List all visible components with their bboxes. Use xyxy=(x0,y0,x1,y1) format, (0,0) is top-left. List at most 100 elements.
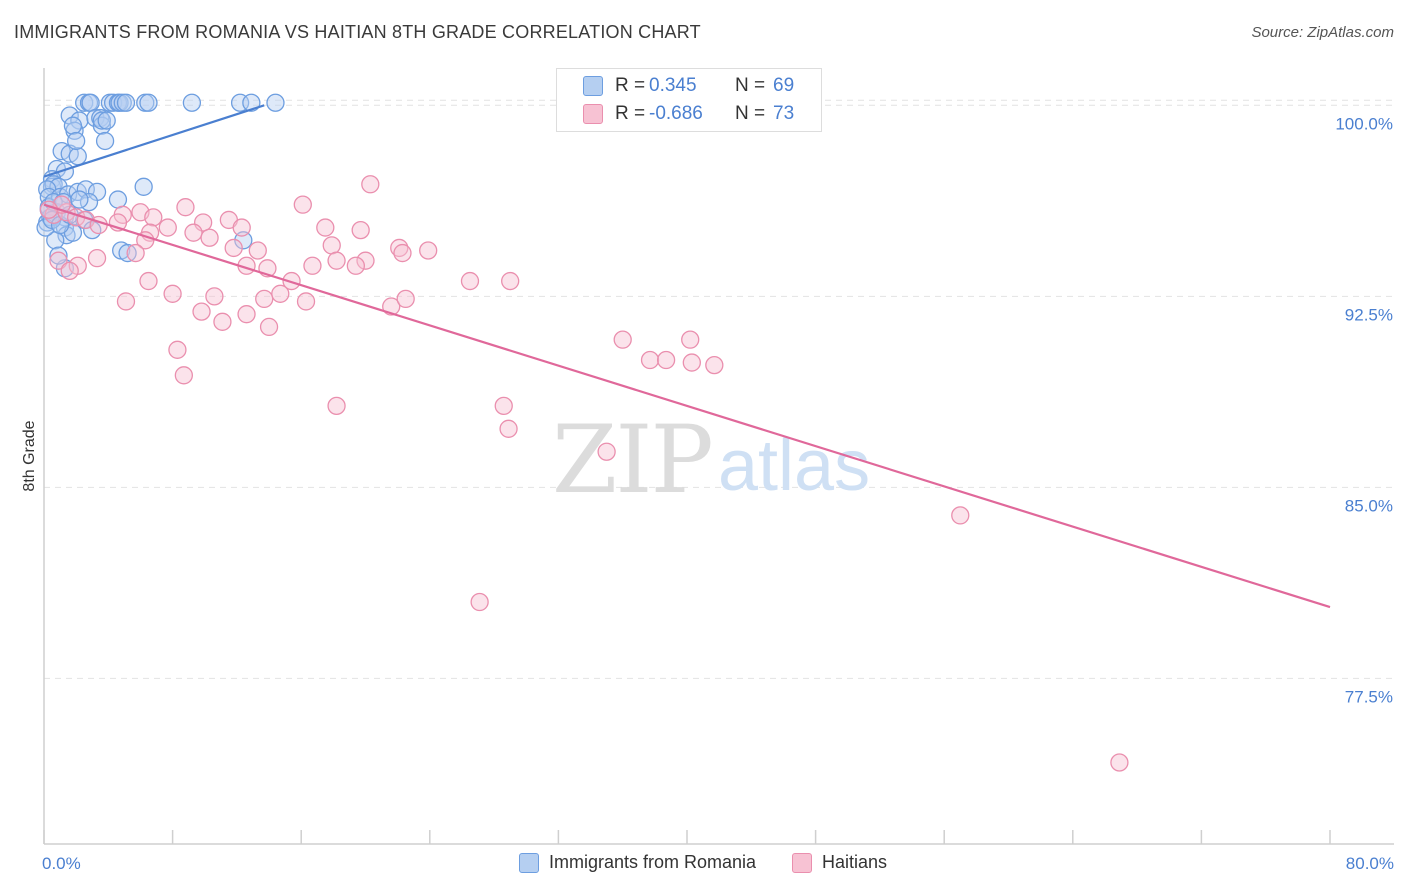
legend-swatch-haitians xyxy=(792,852,813,873)
romania-point xyxy=(63,116,83,135)
haitian-point xyxy=(224,238,243,258)
stats-r-label: R = xyxy=(615,75,646,96)
watermark-atlas: atlas xyxy=(718,426,870,506)
y-tick-label: 92.5% xyxy=(1345,305,1393,324)
haitian-point xyxy=(168,340,187,359)
haitian-point xyxy=(139,271,158,291)
y-axis-label: 8th Grade xyxy=(21,420,38,491)
haitian-point xyxy=(597,442,616,461)
legend-item-haitians[interactable]: Haitians xyxy=(792,852,887,873)
haitian-point xyxy=(656,350,676,370)
haitian-point xyxy=(144,208,163,227)
y-tick-label: 77.5% xyxy=(1345,687,1393,706)
legend: Immigrants from Romania Haitians xyxy=(0,852,1406,873)
haitian-point xyxy=(327,251,346,270)
romania-point xyxy=(134,177,153,196)
y-tick-labels: 100.0% 92.5% 85.0% 77.5% xyxy=(1335,114,1393,706)
haitian-point xyxy=(255,289,274,309)
romania-point xyxy=(70,190,89,209)
haitians-trend-line xyxy=(43,203,1331,609)
stats-n-value: 69 xyxy=(773,75,795,96)
haitian-point xyxy=(419,241,438,260)
haitian-point xyxy=(248,241,267,260)
haitian-point xyxy=(705,355,724,375)
haitian-point xyxy=(494,396,513,416)
romania-point xyxy=(108,190,128,209)
romania-point xyxy=(92,111,112,130)
haitian-point xyxy=(293,195,312,214)
haitian-point xyxy=(158,218,177,237)
haitian-point xyxy=(296,292,316,311)
chart-title: IMMIGRANTS FROM ROMANIA VS HAITIAN 8TH G… xyxy=(14,22,701,42)
stats-r-label: R = xyxy=(615,103,646,124)
x-tick-marks xyxy=(43,830,1331,844)
haitian-point xyxy=(322,236,341,255)
stats-r-value: 0.345 xyxy=(649,75,697,96)
haitian-point xyxy=(499,419,518,438)
haitian-point xyxy=(205,287,224,306)
legend-item-romania[interactable]: Immigrants from Romania xyxy=(518,852,757,873)
haitian-point xyxy=(176,198,195,217)
legend-label-romania: Immigrants from Romania xyxy=(548,852,757,872)
haitian-point xyxy=(116,292,136,311)
watermark-zip: ZIP xyxy=(552,406,712,515)
haitian-point xyxy=(271,284,290,303)
haitian-point xyxy=(396,289,415,309)
y-tick-label: 85.0% xyxy=(1345,496,1393,515)
chart-source: Source: ZipAtlas.com xyxy=(1251,24,1394,41)
romania-point xyxy=(49,246,68,265)
haitian-point xyxy=(390,238,409,258)
haitian-point xyxy=(39,200,58,219)
haitian-point xyxy=(49,251,68,270)
haitian-point xyxy=(174,366,194,385)
haitian-point xyxy=(232,218,251,237)
romania-point xyxy=(95,131,115,151)
haitian-point xyxy=(351,220,370,240)
haitian-point xyxy=(951,506,970,525)
series-romania-points xyxy=(36,93,285,278)
stats-box: R = 0.345 N = 69 R = -0.686 N = 73 xyxy=(556,68,822,132)
haitian-point xyxy=(259,317,279,337)
romania-point xyxy=(67,131,86,151)
haitian-point xyxy=(303,256,322,275)
stats-n-label: N = xyxy=(735,103,766,124)
haitian-point xyxy=(361,175,380,194)
haitian-point xyxy=(237,305,256,324)
x-tick-label-max: 80.0% xyxy=(1346,854,1394,873)
haitian-point xyxy=(460,271,480,291)
haitian-point xyxy=(200,228,219,247)
haitian-point xyxy=(126,243,145,263)
haitian-point xyxy=(613,330,632,349)
haitian-point xyxy=(393,243,412,263)
haitian-point xyxy=(346,256,366,275)
haitian-point xyxy=(1110,753,1129,772)
haitian-point xyxy=(87,248,107,268)
haitian-point xyxy=(470,592,489,612)
haitian-point xyxy=(681,330,700,349)
haitian-point xyxy=(356,251,375,270)
romania-point xyxy=(182,93,202,112)
romania-point xyxy=(116,93,136,112)
haitian-point xyxy=(60,261,79,281)
haitian-point xyxy=(163,284,182,303)
romania-point xyxy=(75,93,94,112)
romania-trend-line xyxy=(43,104,265,178)
haitian-point xyxy=(213,312,232,331)
haitian-point xyxy=(682,353,701,372)
haitian-point xyxy=(640,350,660,370)
romania-point xyxy=(266,93,285,112)
grid-lines xyxy=(44,99,1394,679)
stats-n-label: N = xyxy=(735,75,766,96)
romania-point xyxy=(97,111,116,130)
haitian-point xyxy=(184,223,203,242)
romania-point xyxy=(68,147,87,166)
stats-r-value: -0.686 xyxy=(649,103,703,124)
stats-n-value: 73 xyxy=(773,103,795,124)
romania-point xyxy=(103,93,123,112)
x-tick-label-min: 0.0% xyxy=(42,854,81,873)
series-haitians-points xyxy=(39,96,1129,772)
haitian-point xyxy=(192,302,211,321)
stats-swatch-haitians xyxy=(583,104,603,124)
haitian-point xyxy=(316,218,335,237)
